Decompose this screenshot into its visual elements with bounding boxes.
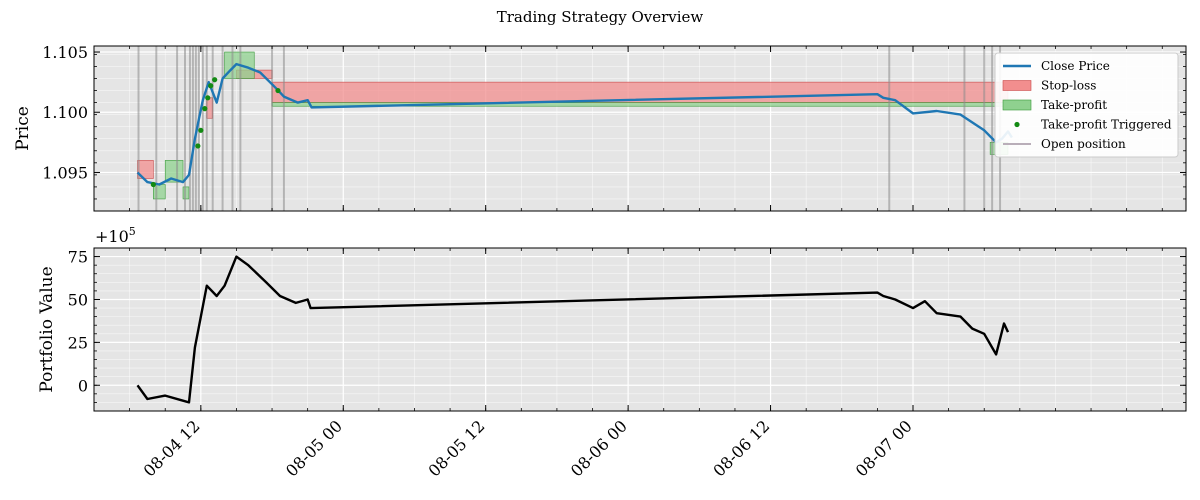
legend-entry-label: Take-profit Triggered: [1041, 118, 1172, 132]
legend-take-profit-swatch: [1002, 99, 1032, 111]
x-tick-label: 08-06 00: [567, 416, 631, 480]
portfolio-panel: 0 25 50 75 Portfolio Value +105: [37, 225, 1187, 412]
x-tick-label: 08-05 12: [424, 416, 488, 480]
portfolio-offset-exponent: 5: [129, 225, 136, 238]
y-tick-label: 25: [68, 333, 88, 352]
y-tick-label: 50: [68, 290, 88, 309]
portfolio-offset-base: +10: [95, 227, 129, 246]
legend-entry-label: Stop-loss: [1041, 79, 1096, 93]
x-axis-tick-labels: 08-04 12 08-05 00 08-05 12 08-06 00 08-06 12…: [140, 416, 916, 480]
legend-entry-label: Take-profit: [1041, 98, 1107, 112]
portfolio-panel-bg: [94, 248, 1186, 411]
legend-trigger-swatch: [1014, 121, 1020, 128]
legend-entry-label: Close Price: [1041, 59, 1110, 73]
y-tick-label: 1.095: [42, 163, 88, 182]
y-tick-label: 0: [78, 376, 88, 395]
legend-stop-loss-swatch: [1002, 80, 1032, 91]
take-profit-trigger-point: [275, 87, 281, 94]
take-profit-band: [153, 184, 166, 200]
take-profit-trigger-point: [212, 77, 218, 83]
close-price-line: [136, 62, 1013, 186]
price-ylabel: Price: [13, 106, 33, 151]
take-profit-trigger-point: [150, 181, 156, 188]
take-profit-trigger-point: [205, 95, 211, 101]
y-tick-label: 1.105: [42, 43, 88, 62]
take-profit-trigger-point: [208, 83, 214, 89]
legend-box: [994, 52, 1179, 158]
portfolio-ylabel: Portfolio Value: [37, 266, 57, 392]
y-tick-label: 1.100: [42, 103, 88, 122]
take-profit-trigger-point: [202, 106, 208, 112]
portfolio-value-line: [136, 255, 1010, 404]
y-tick-label: 75: [68, 248, 88, 267]
x-tick-label: 08-04 12: [140, 416, 204, 480]
chart-title: Trading Strategy Overview: [497, 8, 704, 26]
price-panel-frame: [93, 45, 1187, 212]
take-profit-band: [164, 160, 184, 183]
take-profit-trigger-point: [195, 143, 201, 149]
price-legend: Close Price Stop-loss Take-profit Take-prof…: [994, 52, 1179, 158]
portfolio-offset-label: +105: [95, 225, 136, 246]
take-profit-trigger-point: [198, 127, 204, 133]
x-tick-label: 08-07 00: [852, 416, 916, 480]
x-tick-label: 08-06 12: [709, 416, 773, 480]
portfolio-panel-frame: [93, 247, 1187, 412]
legend-entry-label: Open position: [1041, 137, 1126, 151]
x-tick-label: 08-05 00: [282, 416, 346, 480]
